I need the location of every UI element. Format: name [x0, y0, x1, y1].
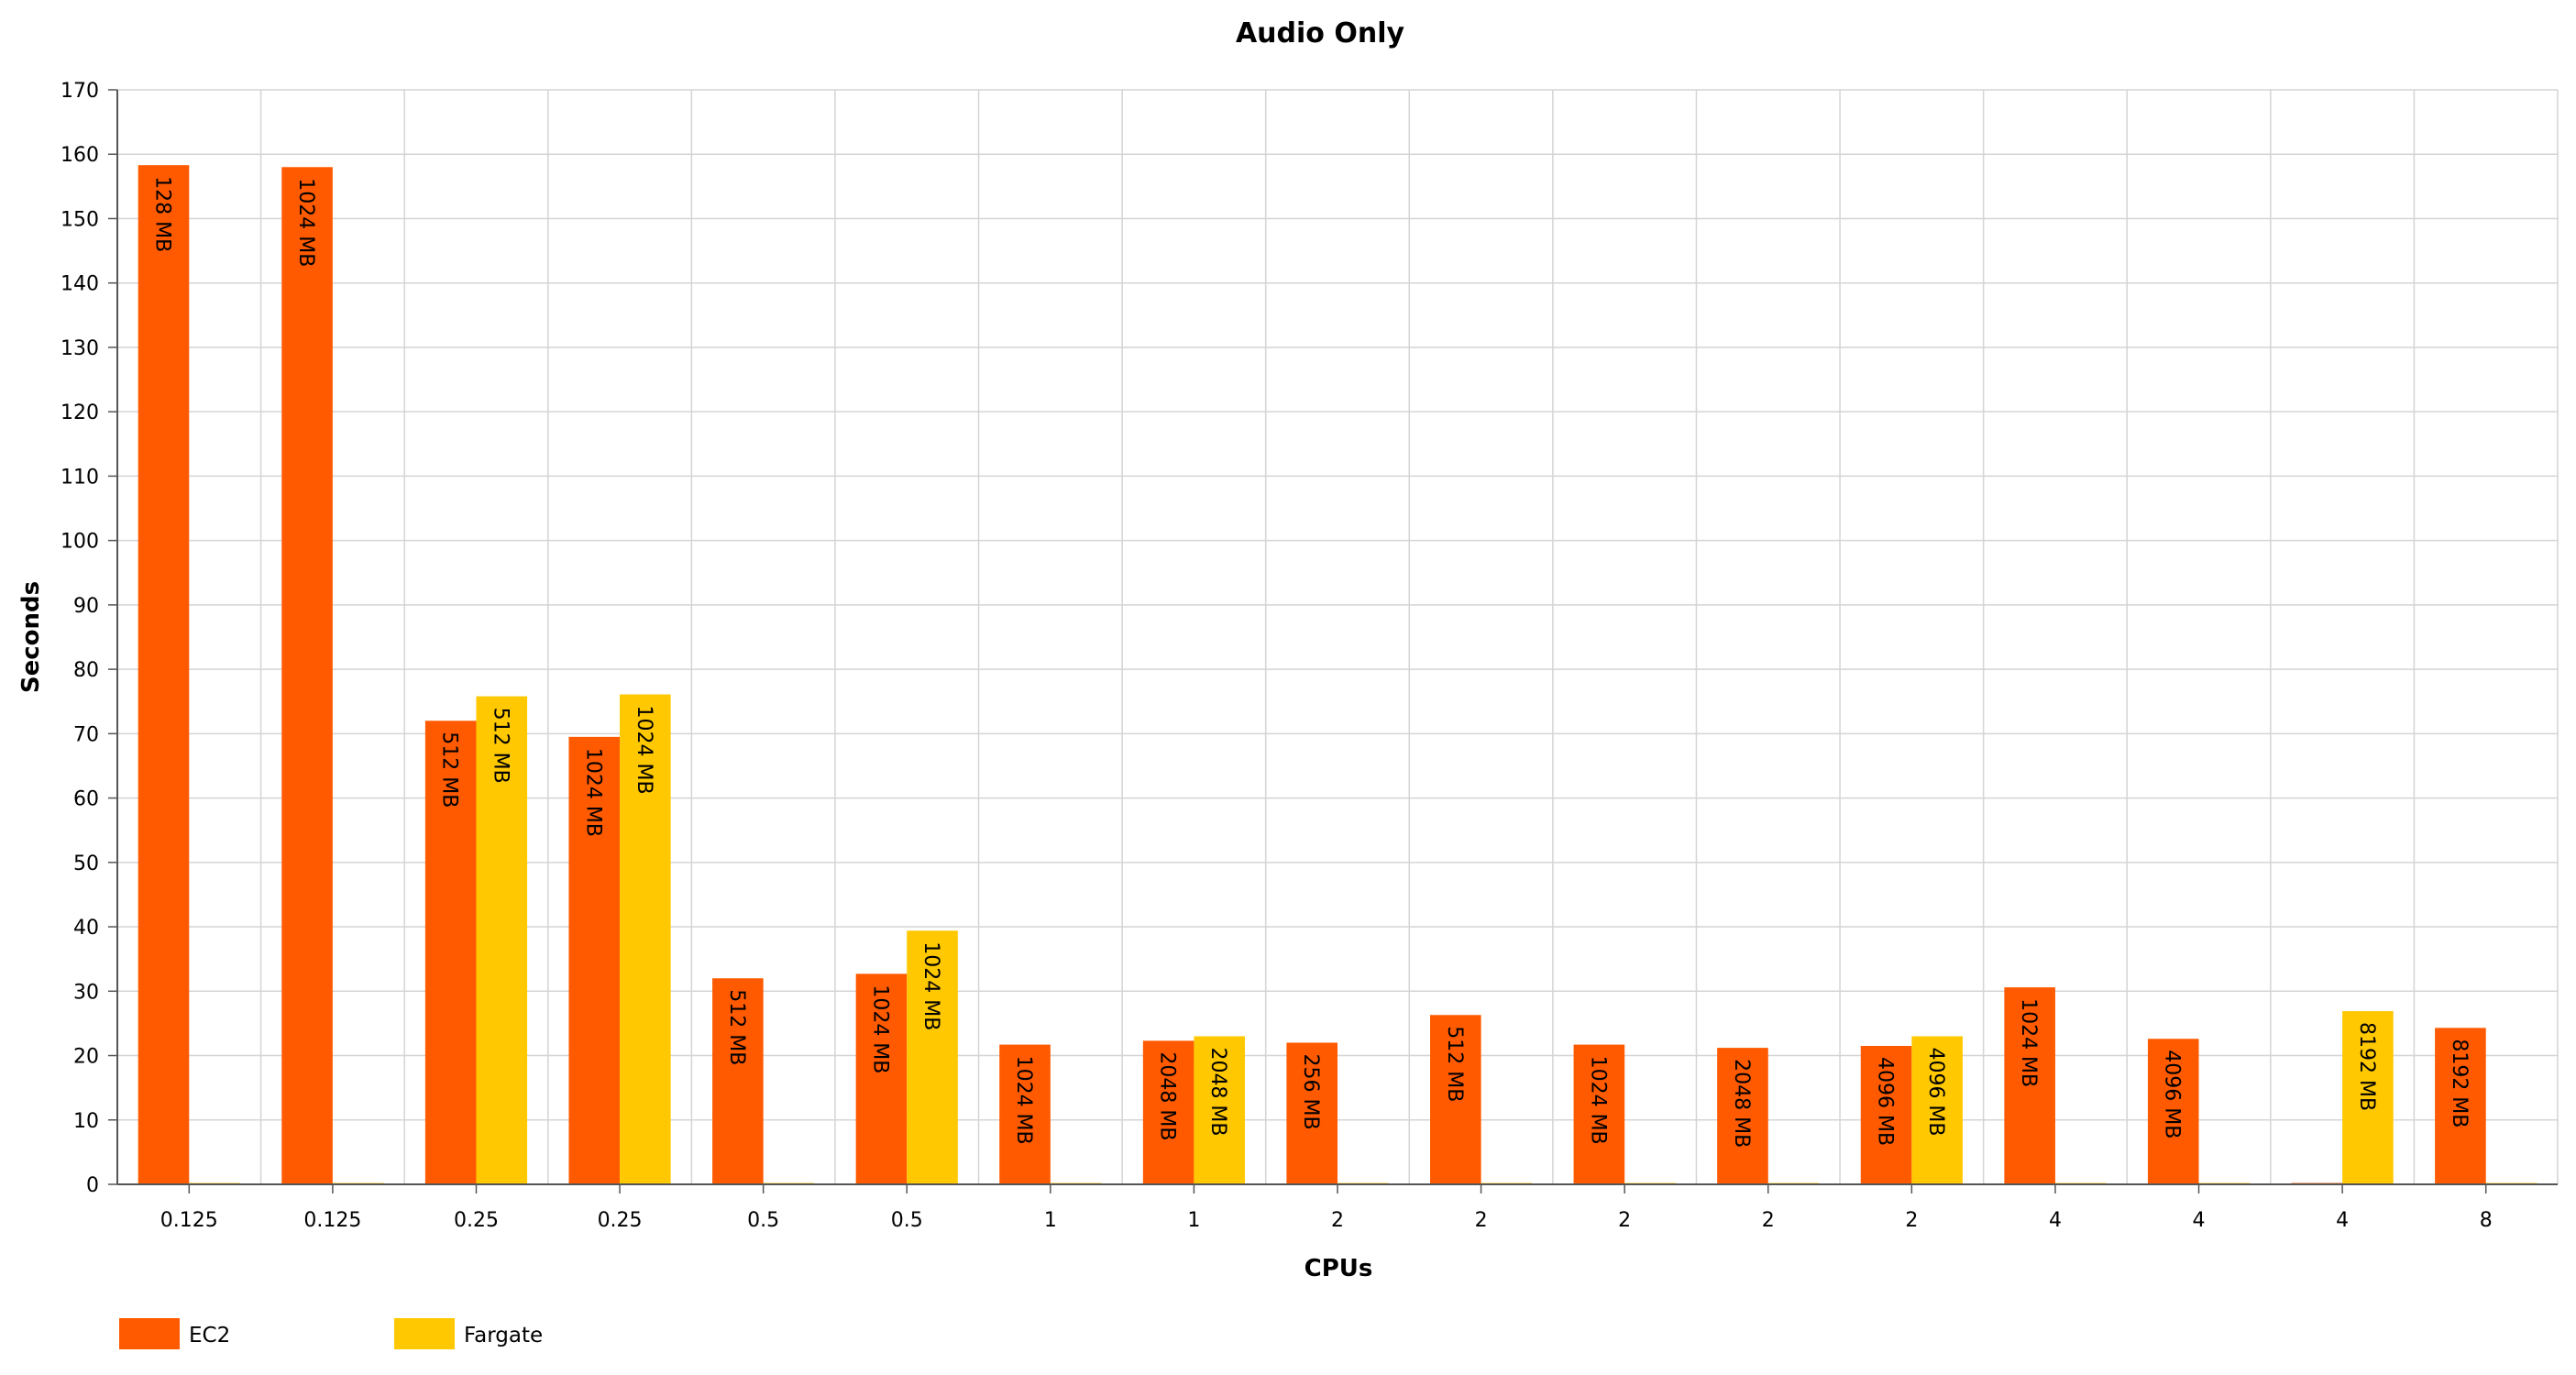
chart-title: Audio Only — [1236, 17, 1405, 50]
x-tick-label: 0.25 — [454, 1209, 499, 1232]
bar-ec2 — [138, 165, 190, 1184]
bar-label-ec2: 1024 MB — [581, 748, 604, 837]
bar-fargate — [1911, 1036, 1963, 1184]
bar-label-ec2: 512 MB — [438, 732, 461, 808]
bar-label-fargate: 4096 MB — [1924, 1047, 1947, 1136]
legend: EC2 Fargate — [119, 1318, 543, 1349]
x-tick-label: 2 — [1331, 1209, 1344, 1232]
bar-label-ec2: 4096 MB — [1874, 1057, 1897, 1146]
bar-label-ec2: 4096 MB — [2161, 1050, 2184, 1138]
bar-fargate — [476, 696, 528, 1184]
bars — [138, 165, 2537, 1184]
x-tick-label: 0.25 — [598, 1209, 643, 1232]
bar-ec2 — [1717, 1048, 1768, 1184]
x-tick-label: 1 — [1187, 1209, 1200, 1232]
x-tick-label: 2 — [1905, 1209, 1918, 1232]
legend-swatch-ec2 — [119, 1318, 180, 1349]
bar-label-ec2: 1024 MB — [1586, 1056, 1609, 1145]
bar-ec2 — [1860, 1045, 1912, 1184]
x-tick-label: 2 — [1762, 1209, 1775, 1232]
x-tick-label: 4 — [2049, 1209, 2062, 1232]
x-tick-label: 0.5 — [891, 1209, 923, 1232]
y-tick-label: 120 — [61, 402, 99, 424]
bar-label-ec2: 512 MB — [725, 989, 748, 1065]
bar-label-fargate: 8192 MB — [2355, 1022, 2378, 1111]
bar-label-ec2: 512 MB — [1443, 1026, 1466, 1102]
bar-ec2 — [999, 1044, 1051, 1184]
bar-label-fargate: 2048 MB — [1206, 1047, 1229, 1136]
x-tick-label: 4 — [2336, 1209, 2349, 1232]
y-tick-label: 100 — [61, 531, 99, 554]
y-tick-label: 10 — [73, 1110, 99, 1133]
legend-swatch-fargate — [394, 1318, 455, 1349]
bar-ec2 — [2004, 987, 2055, 1184]
bar-ec2 — [568, 736, 621, 1184]
bar-ec2 — [281, 167, 333, 1184]
x-tick-label: 2 — [1618, 1209, 1631, 1232]
bar-label-ec2: 128 MB — [150, 176, 173, 252]
y-tick-label: 70 — [73, 723, 99, 746]
y-tick-label: 160 — [61, 144, 99, 167]
bar-ec2 — [1286, 1042, 1338, 1184]
x-axis-title: CPUs — [1305, 1255, 1373, 1282]
bar-label-ec2: 1024 MB — [2017, 998, 2040, 1087]
bar-ec2 — [1142, 1040, 1194, 1184]
bar-fargate — [2342, 1011, 2394, 1184]
y-tick-label: 20 — [73, 1046, 99, 1069]
x-tick-label: 0.5 — [747, 1209, 779, 1232]
y-tick-label: 40 — [73, 917, 99, 940]
y-tick-label: 170 — [61, 80, 99, 103]
y-tick-label: 60 — [73, 788, 99, 811]
bar-ec2 — [424, 720, 477, 1184]
y-tick-label: 50 — [73, 852, 99, 875]
bar-labels: 128 MB 1024 MB 512 MB 1024 MB 512 MB 1024 MB 1… — [150, 176, 2470, 1148]
bar-label-fargate: 512 MB — [489, 708, 512, 784]
bar-label-ec2: 1024 MB — [1012, 1056, 1035, 1145]
bar-fargate — [620, 694, 671, 1184]
x-tick-label: 0.125 — [160, 1209, 218, 1232]
x-tick-label: 8 — [2480, 1209, 2493, 1232]
x-tick-label: 0.125 — [303, 1209, 361, 1232]
axes: 0 10 20 30 40 50 60 70 80 90 100 110 120 130 140 150 160… — [61, 80, 2558, 1232]
bar-label-ec2: 2048 MB — [1156, 1051, 1179, 1140]
bar-label-ec2: 8192 MB — [2448, 1039, 2471, 1128]
bar-label-ec2: 1024 MB — [868, 984, 891, 1073]
bar-ec2 — [1573, 1044, 1625, 1184]
bar-ec2 — [855, 974, 908, 1184]
bar-label-fargate: 1024 MB — [919, 941, 942, 1030]
x-tick-label: 2 — [1475, 1209, 1488, 1232]
y-tick-label: 150 — [61, 208, 99, 231]
bar-fargate — [1194, 1036, 1246, 1184]
x-tick-label: 1 — [1044, 1209, 1057, 1232]
y-axis-title: Seconds — [17, 581, 45, 693]
bar-label-fargate: 1024 MB — [633, 706, 655, 795]
legend-label-fargate: Fargate — [464, 1324, 543, 1348]
y-tick-label: 130 — [61, 337, 99, 360]
bar-ec2 — [712, 978, 764, 1184]
x-tick-label: 4 — [2193, 1209, 2206, 1232]
bar-label-ec2: 256 MB — [1299, 1053, 1322, 1129]
bar-fargate — [907, 930, 958, 1184]
legend-label-ec2: EC2 — [189, 1324, 230, 1348]
y-tick-label: 30 — [73, 981, 99, 1004]
y-tick-label: 110 — [61, 466, 99, 489]
bar-ec2 — [2147, 1039, 2199, 1184]
y-tick-label: 0 — [86, 1174, 99, 1197]
y-tick-label: 80 — [73, 659, 99, 682]
bar-ec2 — [1429, 1015, 1481, 1184]
bar-ec2 — [2435, 1028, 2486, 1184]
bar-label-ec2: 2048 MB — [1730, 1059, 1753, 1148]
y-tick-label: 90 — [73, 595, 99, 618]
bar-label-ec2: 1024 MB — [294, 178, 317, 267]
y-tick-label: 140 — [61, 273, 99, 296]
